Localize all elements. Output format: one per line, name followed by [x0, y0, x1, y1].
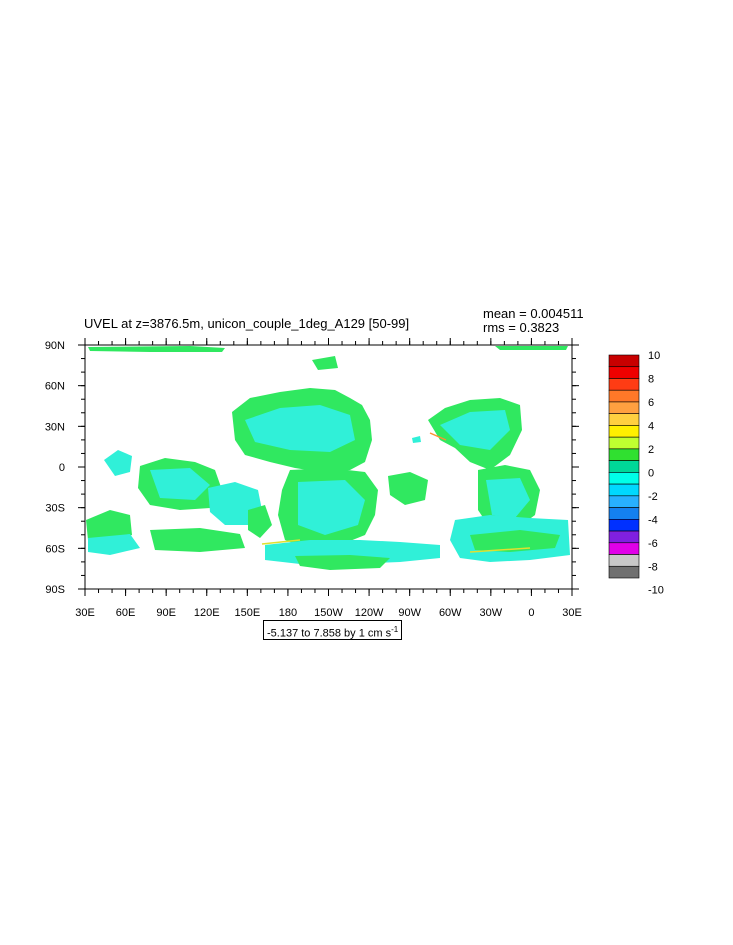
- colorbar-swatch: [608, 530, 640, 544]
- positive-anomaly-streak: [429, 432, 447, 441]
- colorbar-swatch: [608, 519, 640, 532]
- rms-statistic: rms = 0.3823: [483, 320, 560, 335]
- positive-anomaly-streak: [469, 547, 531, 553]
- velocity-patch: [104, 450, 132, 476]
- colorbar-label: 6: [648, 397, 654, 409]
- colorbar-swatch: [608, 507, 640, 520]
- velocity-patch: [150, 528, 245, 552]
- contour-range-text: -5.137 to 7.858 by 1 cm s: [267, 627, 392, 640]
- axis-ticks: [78, 338, 579, 596]
- colorbar-swatch: [608, 495, 640, 508]
- mean-statistic: mean = 0.004511: [483, 306, 584, 321]
- lat-label: 30S: [45, 503, 65, 515]
- colorbar-label: -8: [648, 561, 658, 573]
- velocity-patch: [295, 555, 390, 570]
- positive-anomaly-streak: [261, 539, 301, 545]
- lon-label: 30E: [75, 607, 95, 619]
- velocity-patch: [150, 468, 210, 500]
- lat-label: 60S: [45, 543, 65, 555]
- unit-exponent: -1: [391, 625, 399, 634]
- colorbar-swatch: [608, 554, 640, 567]
- colorbar-label: 4: [648, 420, 654, 432]
- lon-label: 120E: [194, 607, 220, 619]
- ocean-velocity-field: [86, 346, 570, 570]
- lon-label: 60E: [116, 607, 136, 619]
- lon-label: 30W: [480, 607, 503, 619]
- lon-label: 0: [528, 607, 534, 619]
- colorbar-swatch: [608, 472, 640, 485]
- lat-label: 30N: [45, 421, 65, 433]
- colorbar-swatch: [608, 354, 640, 368]
- lon-label: 60W: [439, 607, 462, 619]
- velocity-patch: [388, 472, 428, 505]
- colorbar-label: -6: [648, 538, 658, 550]
- colorbar-label: -4: [648, 514, 658, 526]
- lat-label: 60N: [45, 381, 65, 393]
- contour-range-label: -5.137 to 7.858 by 1 cm s-1: [263, 620, 403, 640]
- velocity-patch: [248, 505, 272, 538]
- colorbar-swatch: [608, 401, 640, 414]
- velocity-patch: [298, 480, 365, 535]
- colorbar-swatch: [608, 389, 640, 403]
- colorbar-label: 2: [648, 444, 654, 456]
- colorbar-swatch: [608, 378, 640, 391]
- velocity-patch: [470, 530, 560, 552]
- colorbar-label: -10: [648, 585, 664, 597]
- lon-label: 30E: [562, 607, 582, 619]
- colorbar: 10 8 6 4 2 0 -2 -4 -6 -8 -10: [608, 350, 664, 597]
- colorbar-label: 0: [648, 467, 654, 479]
- colorbar-swatch: [608, 413, 640, 426]
- lon-label: 120W: [355, 607, 384, 619]
- velocity-patch: [86, 510, 132, 542]
- colorbar-swatch: [608, 460, 640, 473]
- lon-label: 90E: [156, 607, 176, 619]
- velocity-patch: [245, 405, 355, 452]
- velocity-patch: [486, 478, 530, 518]
- lat-label: 90S: [45, 584, 65, 596]
- velocity-patch: [88, 534, 140, 555]
- velocity-patch: [440, 410, 510, 450]
- colorbar-swatch: [608, 565, 640, 579]
- plot-title: UVEL at z=3876.5m, unicon_couple_1deg_A1…: [84, 316, 410, 331]
- lon-label: 90W: [398, 607, 421, 619]
- colorbar-swatch: [608, 542, 640, 555]
- velocity-patch: [312, 356, 338, 370]
- velocity-patch: [88, 346, 225, 352]
- lon-label: 150W: [314, 607, 343, 619]
- colorbar-swatch: [608, 366, 640, 379]
- velocity-patch: [495, 346, 568, 350]
- colorbar-swatch: [608, 483, 640, 497]
- colorbar-label: 10: [648, 350, 660, 362]
- colorbar-swatch: [608, 436, 640, 450]
- colorbar-swatch: [608, 425, 640, 438]
- latitude-labels: 90N 60N 30N 0 30S 60S 90S: [45, 340, 65, 596]
- colorbar-swatch: [608, 448, 640, 461]
- lon-label: 180: [279, 607, 297, 619]
- colorbar-label: 8: [648, 373, 654, 385]
- velocity-patch: [412, 436, 421, 443]
- colorbar-label: -2: [648, 491, 658, 503]
- lat-label: 0: [59, 462, 65, 474]
- lon-label: 150E: [234, 607, 260, 619]
- lat-label: 90N: [45, 340, 65, 352]
- longitude-labels: 30E 60E 90E 120E 150E 180 150W 120W 90W 60W 30W 0 30…: [75, 607, 582, 619]
